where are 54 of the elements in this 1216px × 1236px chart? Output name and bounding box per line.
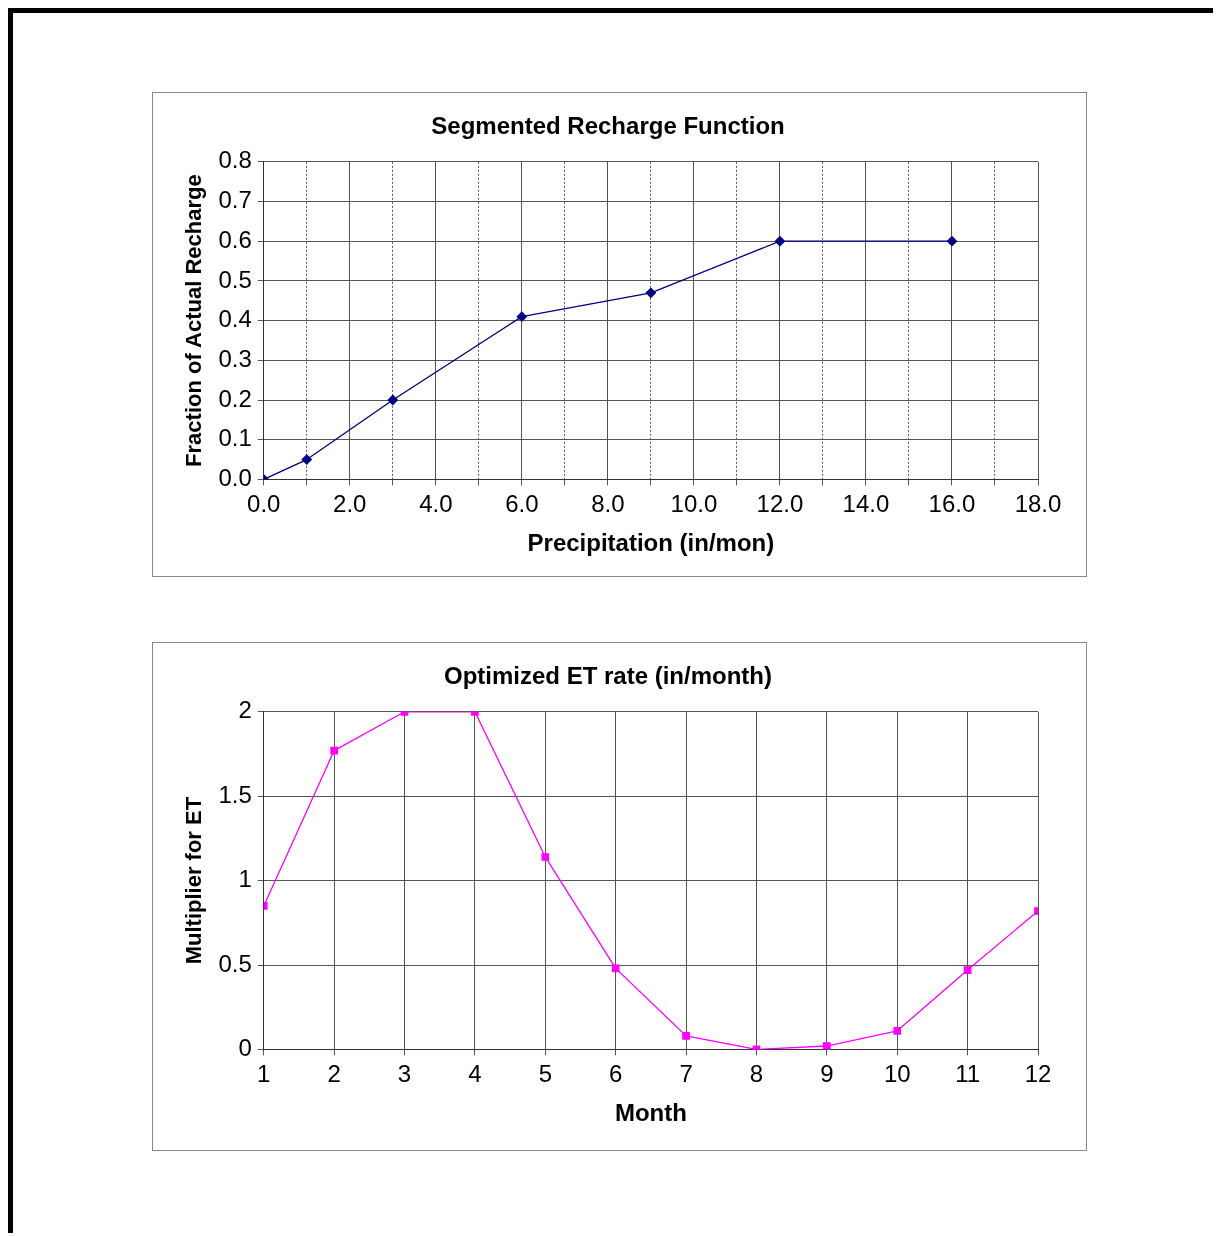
point: [611, 964, 620, 973]
y-tick-label: 1: [238, 865, 252, 893]
y-tick-label: 0.7: [218, 186, 252, 214]
point: [541, 853, 550, 861]
x-tick-label: 12.0: [756, 490, 804, 518]
chart-title: Segmented Recharge Function: [431, 112, 785, 140]
x-axis-title: Month: [614, 1099, 687, 1127]
point: [387, 394, 398, 406]
point: [963, 966, 972, 974]
x-tick-label: 3: [397, 1060, 412, 1088]
point: [774, 236, 786, 247]
y-tick-label: 0.5: [218, 265, 252, 293]
y-tick-label: 0: [238, 1034, 252, 1062]
y-tick-label: 0.4: [218, 305, 252, 333]
y-tick-label: 0.8: [218, 146, 252, 174]
x-tick-label: 9: [820, 1060, 834, 1088]
x-tick-label: 12: [1024, 1060, 1052, 1088]
point: [946, 236, 958, 247]
x-tick-label: 10.0: [670, 490, 718, 518]
point: [645, 287, 657, 298]
point: [823, 1042, 831, 1050]
y-tick-label: 0.5: [218, 949, 252, 977]
chart-title: Optimized ET rate (in/month): [444, 662, 772, 690]
y-tick-label: 0.3: [218, 344, 252, 372]
x-tick-label: 10: [883, 1060, 911, 1088]
point: [301, 454, 312, 465]
y-tick-label: 0.1: [218, 424, 252, 452]
y-tick-label: 2: [238, 696, 252, 724]
x-tick-label: 11: [955, 1060, 981, 1088]
x-tick-label: 4: [468, 1060, 482, 1088]
point: [893, 1027, 902, 1035]
y-axis-title: Multiplier for ET: [181, 796, 207, 965]
point: [516, 311, 527, 322]
x-tick-label: 4.0: [419, 490, 453, 518]
x-tick-label: 6: [609, 1060, 623, 1088]
point: [682, 1032, 690, 1040]
y-tick-label: 0.0: [218, 464, 252, 492]
x-tick-label: 16.0: [928, 490, 976, 518]
y-tick-label: 0.2: [218, 384, 252, 412]
y-tick-label: 1.5: [218, 780, 252, 808]
x-axis-title: Precipitation (in/mon): [527, 529, 775, 557]
x-tick-label: 8.0: [591, 490, 625, 518]
x-tick-label: 2.0: [333, 490, 367, 518]
y-axis-title: Fraction of Actual Recharge: [181, 174, 207, 467]
x-tick-label: 7: [679, 1060, 693, 1088]
x-tick-label: 14.0: [842, 490, 890, 518]
x-tick-label: 6.0: [505, 490, 539, 518]
x-tick-label: 2: [327, 1060, 341, 1088]
x-tick-label: 5: [538, 1060, 552, 1088]
y-tick-label: 0.6: [218, 225, 252, 253]
x-tick-label: 18.0: [1014, 490, 1062, 518]
point: [330, 746, 338, 755]
x-tick-label: 8: [749, 1060, 764, 1088]
x-tick-label: 1: [257, 1060, 271, 1088]
